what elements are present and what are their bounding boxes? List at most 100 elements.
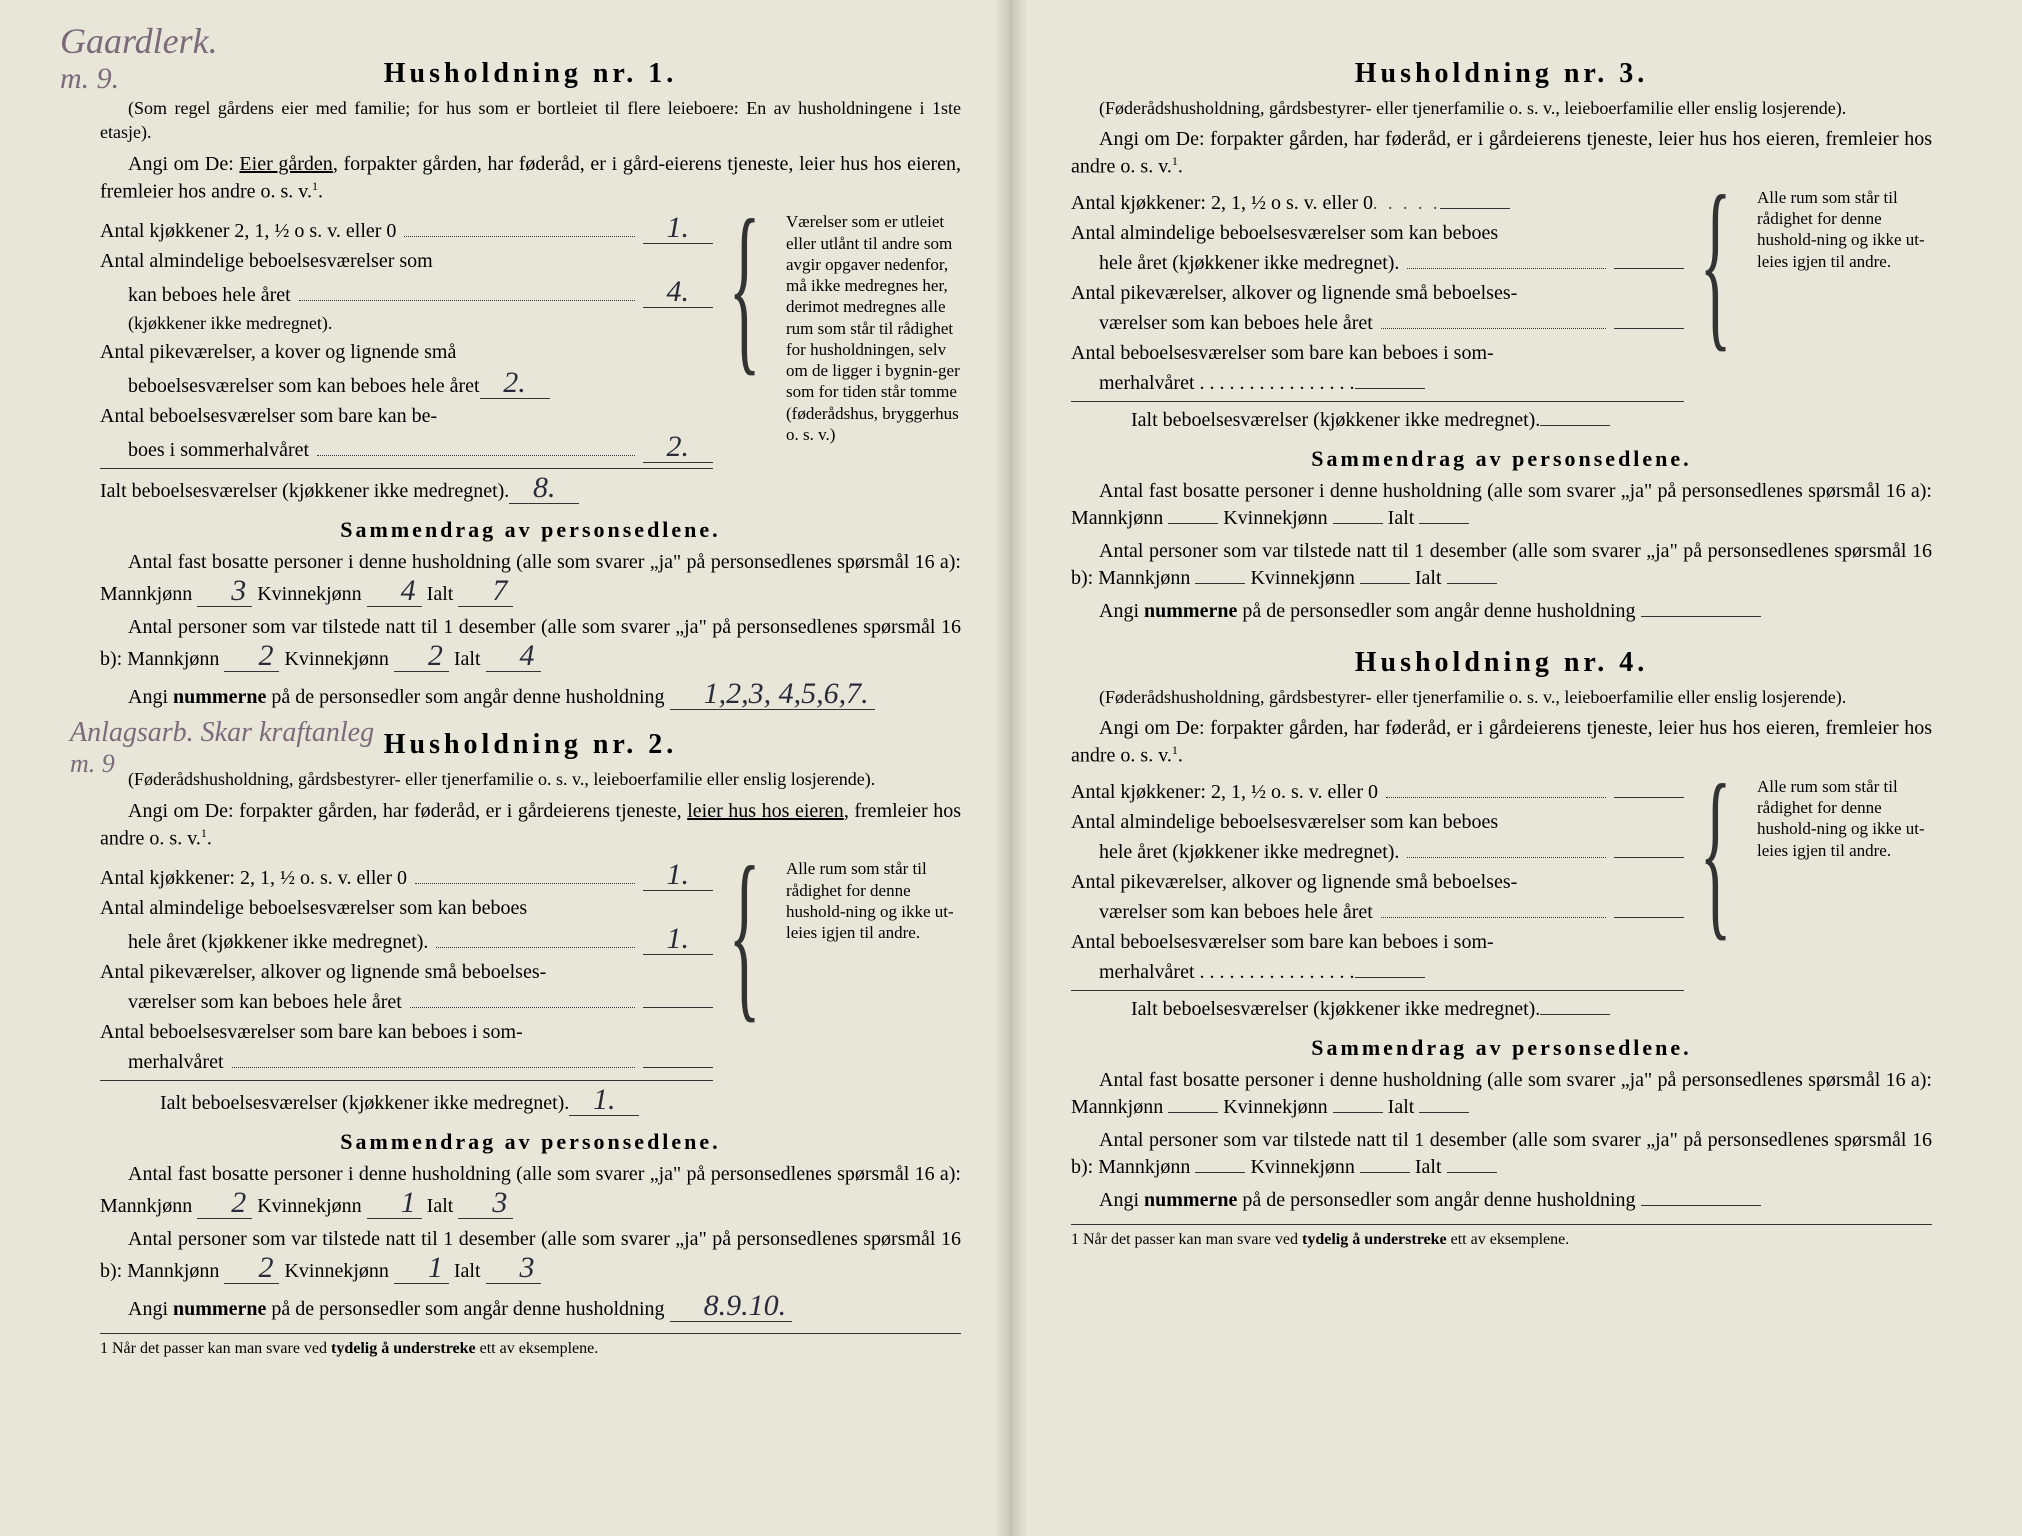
h3-rooms-block: Antal kjøkkener: 2, 1, ½ o s. v. eller 0… (1071, 187, 1932, 436)
h2-p16b: Antal personer som var tilstede natt til… (100, 1226, 961, 1285)
h2-mb: 2 (224, 1253, 279, 1284)
h4-kv-lbl: Kvinnekjønn (1223, 1096, 1327, 1118)
h1-kva: 4 (367, 576, 422, 607)
h3-num-b: nummerne (1144, 600, 1237, 622)
h2-v1: 1. (643, 860, 713, 891)
h4-p16b: Antal personer som var tilstede natt til… (1071, 1127, 1932, 1181)
h3-sub: (Føderådshusholdning, gårdsbestyrer- ell… (1071, 96, 1932, 120)
h2-vtot: 1. (569, 1085, 639, 1116)
h4-num-b: nummerne (1144, 1189, 1237, 1211)
fn-pre-r: 1 Når det passer kan man svare ved (1071, 1231, 1302, 1248)
h4-v2 (1614, 857, 1684, 858)
h2-num: Angi nummerne på de personsedler som ang… (100, 1291, 961, 1323)
h1-v4: 2. (643, 432, 713, 463)
brace-icon-4: { (1699, 776, 1731, 928)
annotation-m9-1: m. 9. (60, 62, 119, 96)
left-page: Gaardlerk. m. 9. Husholdning nr. 1. (Som… (40, 30, 1011, 1506)
h4-angi: Angi om De: forpakter gården, har føderå… (1071, 715, 1932, 770)
h1-r3b: beboelsesværelser som kan beboes hele år… (100, 372, 480, 400)
h2-r3a: Antal pikeværelser, alkover og lignende … (100, 958, 546, 986)
h1-sub: (Som regel gårdens eier med familie; for… (100, 96, 961, 145)
h1-r4a: Antal beboelsesværelser som bare kan be- (100, 402, 437, 430)
h3-r3b: værelser som kan beboes hele året (1071, 309, 1373, 337)
h2-p16a: Antal fast bosatte personer i denne hush… (100, 1161, 961, 1220)
brace-icon-2: { (728, 858, 760, 1010)
h2-num-rest: på de personsedler som angår denne husho… (266, 1298, 664, 1320)
h1-v2: 4. (643, 277, 713, 308)
h3-r4a: Antal beboelsesværelser som bare kan beb… (1071, 339, 1494, 367)
annotation-gaardlerk: Gaardlerk. (60, 20, 218, 62)
h2-r3b: værelser som kan beboes hele året (100, 988, 402, 1016)
h3-sam-title: Sammendrag av personsedlene. (1071, 446, 1932, 472)
h2-v4 (643, 1067, 713, 1068)
h3-r2b: hele året (kjøkkener ikke medregnet). (1071, 249, 1399, 277)
h1-kvb: 2 (394, 641, 449, 672)
fn-b-r: tydelig å understreke (1302, 1231, 1447, 1248)
footnote-right: 1 Når det passer kan man svare ved tydel… (1071, 1224, 1932, 1249)
fn-b: tydelig å understreke (331, 1340, 476, 1357)
sup-1: 1 (312, 179, 318, 193)
h3-v1 (1440, 208, 1510, 209)
num-b: nummerne (173, 686, 266, 708)
sup-2: 1 (201, 826, 207, 840)
h1-r2b: kan beboes hele året (100, 281, 291, 309)
h2-kvb: 1 (394, 1253, 449, 1284)
h4-num-pre: Angi (1099, 1189, 1144, 1211)
h2-v2: 1. (643, 924, 713, 955)
h4-ialtb (1447, 1172, 1497, 1173)
h4-v4 (1355, 977, 1425, 978)
h4-r4b: merhalvåret . . . . . . . . . . . . . . … (1071, 958, 1355, 986)
h4-rooms-block: Antal kjøkkener: 2, 1, ½ o. s. v. eller … (1071, 776, 1932, 1025)
h4-p16b-pre: Antal personer som var tilstede natt til… (1071, 1129, 1932, 1178)
h2-angi: Angi om De: forpakter gården, har føderå… (100, 798, 961, 853)
h2-kv-lbl-b: Kvinnekjønn (284, 1260, 388, 1282)
h3-numval (1641, 616, 1761, 617)
h2-ialt-lbl-b: Ialt (454, 1260, 481, 1282)
h2-numval: 8.9.10. (670, 1291, 793, 1322)
h4-sidebar: Alle rum som står til rådighet for denne… (1747, 776, 1932, 861)
h4-num-rest: på de personsedler som angår denne husho… (1237, 1189, 1635, 1211)
h4-r2a: Antal almindelige beboelsesværelser som … (1071, 808, 1498, 836)
h1-ialtb: 4 (486, 641, 541, 672)
h4-r3a: Antal pikeværelser, alkover og lignende … (1071, 868, 1517, 896)
h4-p16a: Antal fast bosatte personer i denne hush… (1071, 1067, 1932, 1121)
h3-r3a: Antal pikeværelser, alkover og lignende … (1071, 279, 1517, 307)
h1-num: Angi nummerne på de personsedler som ang… (100, 679, 961, 711)
h3-r4b: merhalvåret . . . . . . . . . . . . . . … (1071, 369, 1355, 397)
h2-tot: Ialt beboelsesværelser (kjøkkener ikke m… (160, 1089, 569, 1117)
h3-p16a: Antal fast bosatte personer i denne hush… (1071, 478, 1932, 532)
annotation-anlag: Anlagsarb. Skar kraftanleg (70, 717, 931, 749)
right-page: Husholdning nr. 3. (Føderådshusholdning,… (1011, 30, 1982, 1506)
ialt-lbl: Ialt (427, 583, 454, 605)
ialt-lbl-b: Ialt (454, 648, 481, 670)
h3-ma (1168, 523, 1218, 524)
h1-r4b: boes i sommerhalvåret (100, 436, 309, 464)
h3-r1: Antal kjøkkener: 2, 1, ½ o s. v. eller 0 (1071, 189, 1373, 217)
h3-num-rest: på de personsedler som angår denne husho… (1237, 600, 1635, 622)
h3-ialt-lbl-b: Ialt (1415, 567, 1442, 589)
h1-tot: Ialt beboelsesværelser (kjøkkener ikke m… (100, 477, 509, 505)
h1-v3: 2. (480, 368, 550, 399)
h4-angi-txt: Angi om De: forpakter gården, har føderå… (1071, 717, 1932, 767)
h3-kva (1333, 523, 1383, 524)
h4-r1: Antal kjøkkener: 2, 1, ½ o. s. v. eller … (1071, 778, 1378, 806)
h1-r2c: (kjøkkener ikke medregnet). (100, 311, 332, 336)
footnote-left: 1 Når det passer kan man svare ved tydel… (100, 1333, 961, 1358)
h2-sidebar: Alle rum som står til rådighet for denne… (776, 858, 961, 943)
h4-kvb (1360, 1172, 1410, 1173)
dot-leader: . . . . . (1373, 191, 1441, 216)
h1-r1: Antal kjøkkener 2, 1, ½ o s. v. eller 0 (100, 217, 396, 245)
h4-sub: (Føderådshusholdning, gårdsbestyrer- ell… (1071, 685, 1932, 709)
fn-rest: ett av eksemplene. (476, 1340, 599, 1357)
h4-mb (1195, 1172, 1245, 1173)
h2-num-pre: Angi (128, 1298, 173, 1320)
h4-r2b: hele året (kjøkkener ikke medregnet). (1071, 838, 1399, 866)
h1-r2a: Antal almindelige beboelsesværelser som (100, 247, 433, 275)
fn-rest-r: ett av eksemplene. (1447, 1231, 1570, 1248)
h2-num-b: nummerne (173, 1298, 266, 1320)
h2-ialtb: 3 (486, 1253, 541, 1284)
h4-v1 (1614, 797, 1684, 798)
h4-title: Husholdning nr. 4. (1071, 647, 1932, 679)
sup-3: 1 (1172, 154, 1178, 168)
h4-num: Angi nummerne på de personsedler som ang… (1071, 1187, 1932, 1214)
